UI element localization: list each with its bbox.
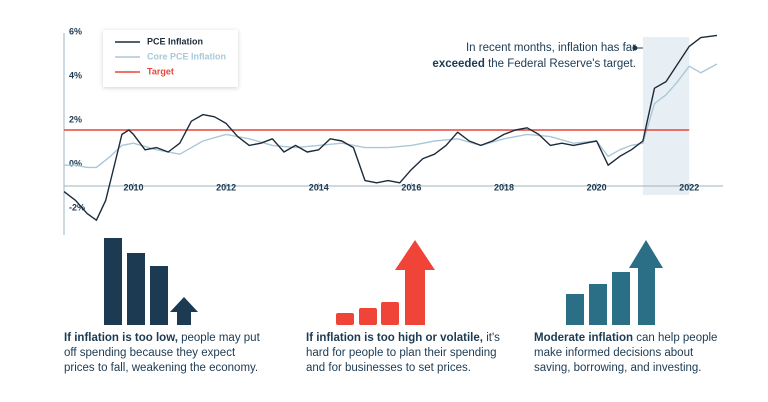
- x-tick-label: 2016: [401, 182, 421, 192]
- panel-lead: If inflation is too low,: [64, 332, 178, 344]
- x-tick-label: 2018: [494, 182, 514, 192]
- icon-moderate: [566, 240, 663, 325]
- legend-box: [103, 30, 238, 87]
- x-tick-label: 2020: [587, 182, 607, 192]
- panel: If inflation is too high or volatile, it…: [306, 331, 506, 376]
- y-tick-label: 2%: [69, 114, 82, 124]
- series-line: [64, 63, 718, 169]
- panel-text: it's hard for people to plan their spend…: [306, 332, 500, 374]
- panel-text: people may put off spending because they…: [64, 332, 260, 374]
- panel: Moderate inflation can help people make …: [534, 331, 724, 376]
- y-tick-label: 4%: [69, 70, 82, 80]
- legend: PCE Inflation Core PCE Inflation Target: [103, 30, 238, 87]
- annotation-text: In recent months, inflation has far: [465, 42, 636, 54]
- x-tick-label: 2014: [309, 182, 329, 192]
- icon-high: [336, 240, 435, 325]
- legend-label: Target: [147, 66, 174, 76]
- panel-lead: If inflation is too high or volatile,: [306, 332, 483, 344]
- legend-label: Core PCE Inflation: [147, 51, 226, 61]
- annotation-text: the Federal Reserve's target.: [488, 58, 636, 70]
- annotation-dot: [632, 45, 638, 51]
- y-tick-label: -2%: [69, 202, 85, 212]
- y-tick-label: 0%: [69, 158, 82, 168]
- series-line: [63, 34, 718, 221]
- x-tick-label: 2010: [123, 182, 143, 192]
- highlight-band: [642, 37, 690, 195]
- panel: If inflation is too low, people may put …: [64, 331, 264, 376]
- panel-lead: Moderate inflation: [534, 332, 634, 344]
- annotation-bold: exceeded: [432, 58, 485, 70]
- annotation: In recent months, inflation has far excee…: [400, 40, 636, 72]
- y-tick-label: 6%: [69, 26, 82, 36]
- panel-text: can help people make informed decisions …: [534, 332, 718, 374]
- x-tick-label: 2022: [679, 182, 699, 192]
- icon-low: [104, 238, 198, 325]
- legend-label: PCE Inflation: [147, 36, 203, 46]
- x-tick-label: 2012: [216, 182, 236, 192]
- plot: -2% 0% 2% 4% 6% 2010 2012 2014 2016 2018 2020 2022 P…: [63, 26, 723, 235]
